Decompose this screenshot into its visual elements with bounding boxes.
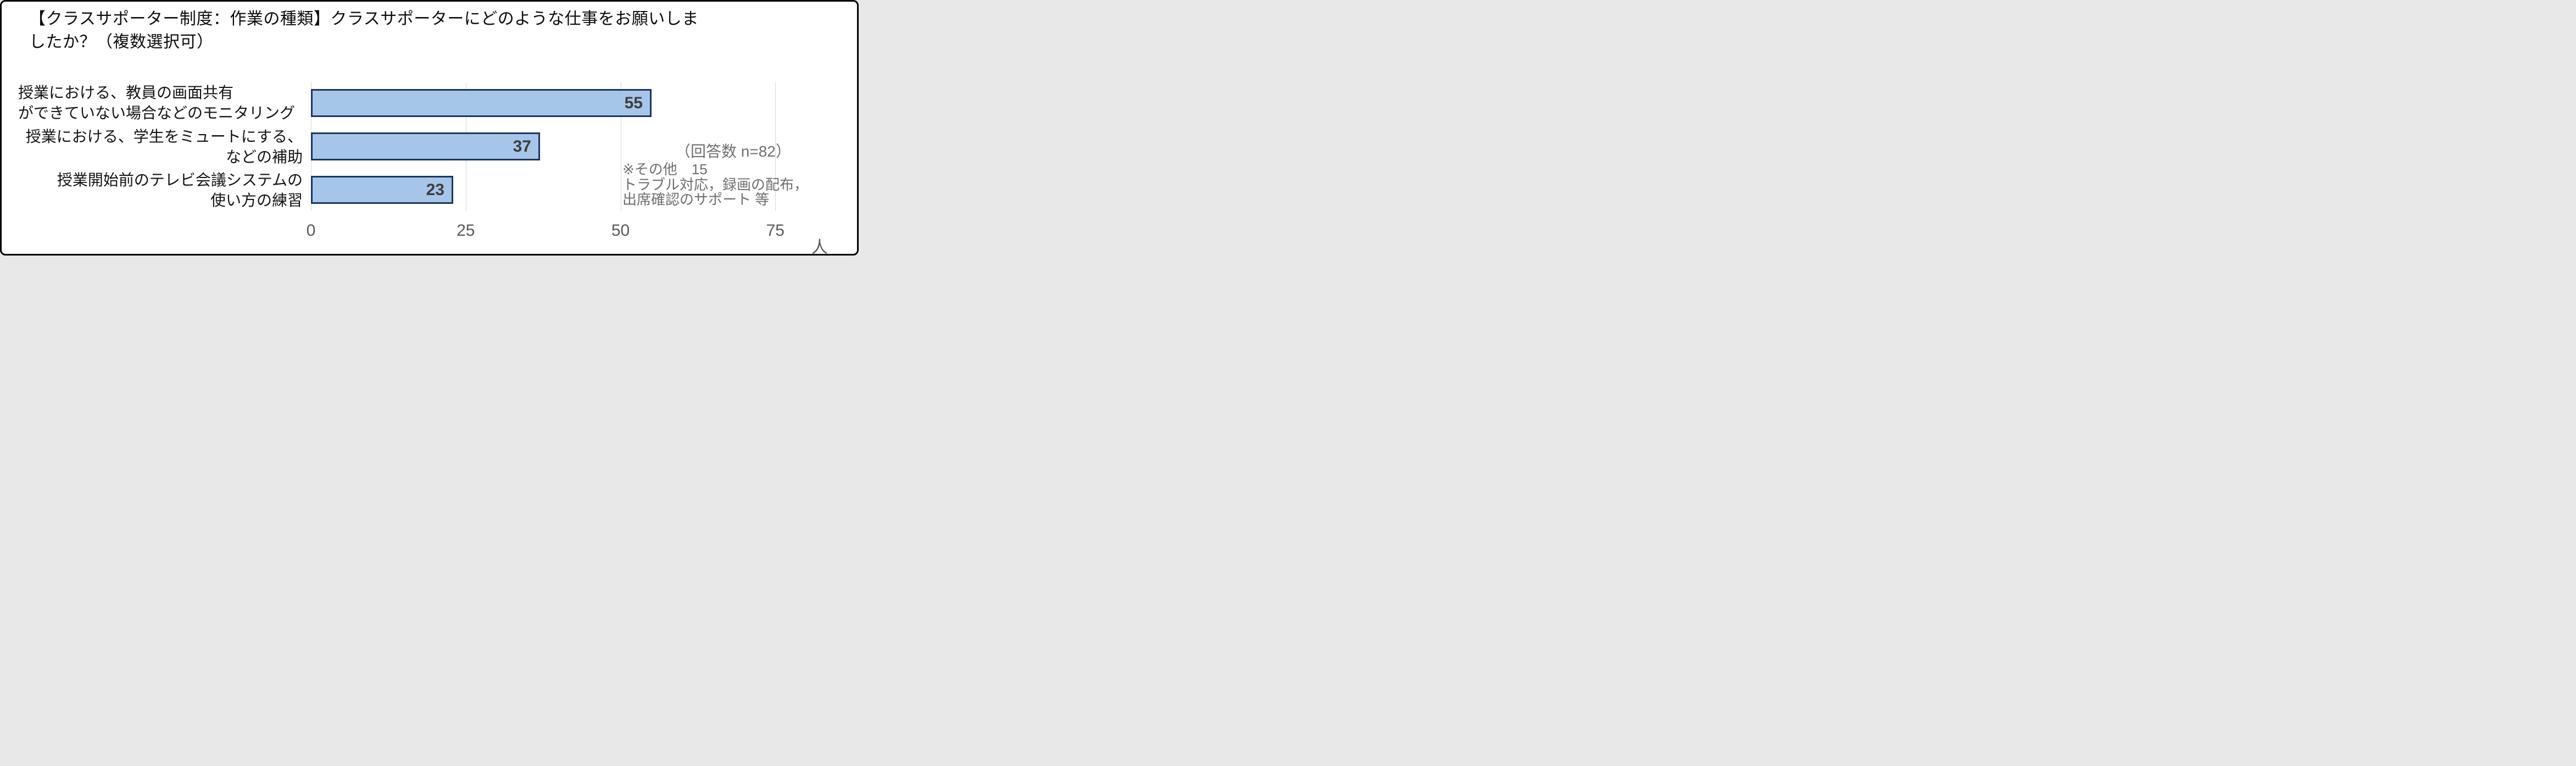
bar-row-3: 23 — [311, 176, 453, 204]
x-tick-label-0: 0 — [306, 221, 316, 240]
x-tick-label-50: 50 — [611, 221, 630, 240]
response-count-annotation: （回答数 n=82） — [675, 143, 791, 160]
bar-row-1: 55 — [311, 89, 652, 117]
category-label-line: ができていない場合などのモニタリング — [18, 104, 296, 121]
category-label-1: 授業における、教員の画面共有ができていない場合などのモニタリング — [18, 82, 303, 123]
category-label-line: 授業における、学生をミュートにする、 — [25, 128, 303, 145]
x-tick-label-75: 75 — [766, 221, 785, 240]
bar-row-2: 37 — [311, 132, 540, 160]
category-label-2: 授業における、学生をミュートにする、などの補助 — [18, 126, 303, 167]
note-line: トラブル対応，録画の配布， — [622, 176, 809, 193]
category-label-line: などの補助 — [225, 148, 303, 165]
category-label-line: 授業における、教員の画面共有 — [18, 84, 234, 101]
note-line: ※その他 15 — [622, 161, 708, 177]
other-responses-note: ※その他 15 トラブル対応，録画の配布， 出席確認のサポート 等 — [622, 162, 808, 208]
bar-value-label: 23 — [426, 181, 444, 199]
gridline-75 — [775, 82, 776, 211]
bar-value-label: 55 — [624, 94, 643, 112]
bar-value-label: 37 — [513, 137, 531, 156]
chart-title: 【クラスサポーター制度：作業の種類】クラスサポーターにどのような仕事をお願いしま… — [29, 8, 699, 54]
slide-chart-frame: 【クラスサポーター制度：作業の種類】クラスサポーターにどのような仕事をお願いしま… — [0, 0, 859, 256]
category-label-line: 授業開始前のテレビ会議システムの — [57, 171, 303, 188]
chart-title-line2: したか？（複数選択可） — [29, 33, 214, 51]
category-label-3: 授業開始前のテレビ会議システムの使い方の練習 — [18, 170, 303, 210]
x-axis-unit-label: 人 — [811, 238, 828, 256]
bar-chart-plot-area: 55 37 23 授業における、教員の画面共有 ができていない場合などのモニタリング授… — [2, 2, 857, 254]
note-line: 出席確認のサポート 等 — [622, 191, 770, 208]
chart-title-line1: 【クラスサポーター制度：作業の種類】クラスサポーターにどのような仕事をお願いしま — [29, 10, 699, 28]
x-tick-label-25: 25 — [457, 221, 475, 240]
category-label-line: 使い方の練習 — [210, 192, 303, 209]
